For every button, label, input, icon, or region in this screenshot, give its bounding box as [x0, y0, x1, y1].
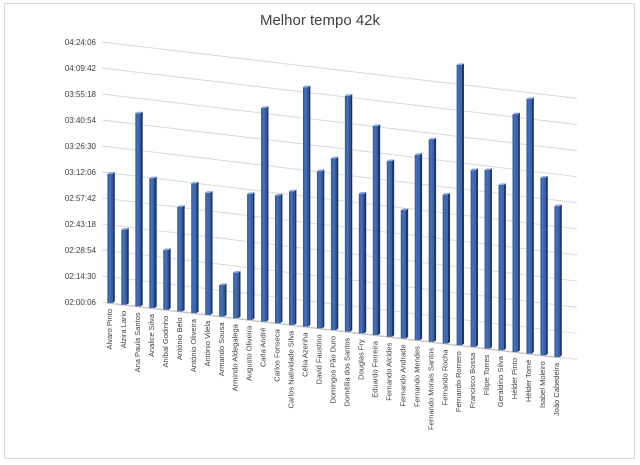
gridline	[101, 67, 578, 125]
bar	[247, 192, 255, 320]
bar	[512, 112, 520, 352]
bar	[372, 124, 381, 336]
bar	[540, 175, 548, 356]
x-category-label: Domitília dos Santos	[342, 337, 351, 406]
gridline	[101, 145, 578, 204]
bar	[261, 106, 269, 322]
bar	[456, 63, 465, 346]
bar	[275, 193, 283, 324]
x-category-label: Francisco Bossa	[468, 352, 477, 408]
x-category-label: António Oliveira	[189, 318, 198, 372]
y-tick-label: 03:12:06	[65, 168, 97, 177]
bar	[470, 168, 478, 347]
x-category-label: Fernando Andrade	[398, 344, 407, 406]
bar	[121, 228, 129, 305]
y-tick-label: 02:43:18	[65, 220, 97, 229]
x-category-label: Hélder Tomé	[524, 360, 533, 402]
y-tick-label: 02:14:30	[65, 272, 97, 281]
x-category-label: Ana Paula Santos	[133, 312, 142, 372]
x-category-label: Armindo Aldegalega	[231, 323, 240, 391]
bar	[302, 85, 311, 327]
x-category-label: Fernando Alcides	[384, 343, 393, 401]
bar-series	[107, 63, 562, 357]
x-category-label: Geraldino Silva	[496, 355, 505, 407]
bar	[484, 168, 492, 349]
gridline	[101, 41, 578, 99]
x-category-label: Augusto Oliveira	[245, 325, 254, 381]
x-category-label: Carla André	[259, 328, 268, 368]
y-tick-label: 04:09:42	[65, 64, 97, 73]
y-axis: 02:00:06 02:14:30 02:28:54 02:43:18 02:57:42…	[65, 38, 97, 307]
x-category-label: Isabel Moleiro	[538, 361, 547, 408]
x-category-label: Fernando Romero	[454, 351, 463, 412]
bar	[177, 205, 185, 312]
bar	[163, 248, 171, 310]
x-category-label: Aníbal Godinho	[161, 316, 170, 368]
x-category-label: Armando Sousa	[217, 322, 226, 377]
bar	[288, 189, 297, 325]
y-tick-label: 03:26:30	[65, 142, 97, 151]
bar	[498, 183, 506, 351]
gridline	[101, 119, 578, 178]
bar	[428, 137, 437, 342]
x-category-label: Fernando Morais Santos	[426, 348, 435, 430]
bar	[442, 192, 451, 344]
y-tick-label: 02:28:54	[65, 246, 97, 255]
bar	[233, 270, 241, 319]
x-category-label: Domingos Pão Duro	[329, 336, 338, 404]
bar	[358, 192, 367, 334]
x-category-label: Analice Silva	[147, 313, 156, 357]
x-category-label: Filipe Torres	[482, 354, 491, 395]
bar	[191, 181, 199, 314]
y-tick-label: 02:00:06	[65, 298, 97, 307]
x-category-label: Alzira Lario	[119, 311, 128, 349]
x-axis: Álvaro Pinto Alzira Lario Ana Paula Santos…	[105, 309, 561, 430]
y-tick-label: 02:57:42	[65, 194, 97, 203]
x-category-label: António Vilela	[203, 320, 212, 367]
bar	[135, 111, 143, 307]
chart-title: Melhor tempo 42k	[260, 12, 381, 29]
y-tick-label: 04:24:06	[65, 38, 97, 47]
x-category-label: Fernando Rocha	[440, 349, 449, 406]
bar	[344, 94, 353, 332]
x-category-label: Carlos Fonseca	[273, 328, 282, 381]
y-tick-label: 03:40:54	[65, 116, 97, 125]
x-axis-line	[105, 302, 562, 359]
x-category-label: Álvaro Pinto	[105, 309, 114, 349]
x-category-label: Carlos Natividade Silva	[287, 330, 296, 408]
chart-frame	[4, 3, 635, 459]
bar	[205, 191, 213, 315]
y-tick-label: 03:55:18	[65, 90, 97, 99]
x-category-label: Hélder Pinto	[510, 358, 519, 399]
bar	[414, 153, 423, 341]
x-category-label: António Belo	[175, 317, 184, 360]
x-category-label: Eduardo Ferreira	[370, 340, 379, 398]
bar	[330, 156, 339, 330]
bar	[107, 172, 115, 303]
x-category-label: João Cabedeira	[552, 362, 561, 416]
gridline	[101, 301, 578, 360]
bar	[554, 204, 562, 357]
gridline	[101, 171, 578, 230]
bar	[386, 159, 395, 337]
gridline	[101, 93, 578, 152]
x-category-label: David Faustino	[315, 334, 324, 384]
bar	[149, 176, 157, 309]
bar	[219, 283, 227, 317]
bar	[316, 169, 325, 329]
x-category-label: Fernando Mendes	[412, 346, 421, 407]
bar	[400, 208, 409, 339]
bar	[526, 97, 534, 354]
x-category-label: Douglas Fry	[356, 339, 365, 380]
x-category-label: Célia Azenha	[301, 332, 310, 377]
